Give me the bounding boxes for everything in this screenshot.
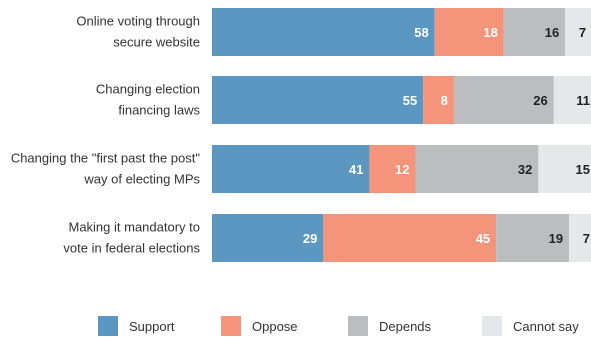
bar-depends <box>496 214 570 262</box>
data-label: 8 <box>441 93 448 108</box>
category-label: Making it mandatory to <box>68 220 200 235</box>
legend-swatch <box>348 316 368 336</box>
legend: Support Oppose Depends Cannot say <box>98 316 579 336</box>
legend-swatch <box>482 316 502 336</box>
bar-oppose <box>434 8 504 56</box>
bar-cannot-say <box>538 145 591 193</box>
data-label: 15 <box>576 162 590 177</box>
bars-area: 58 18 16 7 55 8 26 11 41 12 32 15 29 45 19 7 <box>212 8 591 262</box>
data-label: 7 <box>579 25 586 40</box>
legend-label: Cannot say <box>513 319 579 334</box>
category-label: Changing the "first past the post" <box>11 151 201 166</box>
data-label: 16 <box>545 25 559 40</box>
legend-label: Support <box>129 319 175 334</box>
category-label: Changing election <box>96 82 200 97</box>
data-label: 29 <box>303 231 317 246</box>
legend-label: Depends <box>379 319 432 334</box>
data-label: 11 <box>576 93 590 108</box>
category-label: financing laws <box>118 103 200 118</box>
data-label: 7 <box>583 231 590 246</box>
bar-support <box>212 76 424 124</box>
category-label: secure website <box>113 35 200 50</box>
bar-depends <box>453 76 554 124</box>
bar-support <box>212 8 435 56</box>
legend-label: Oppose <box>252 319 298 334</box>
data-label: 32 <box>518 162 532 177</box>
bar-support <box>212 145 370 193</box>
bar-oppose <box>323 214 497 262</box>
bar-oppose <box>369 145 416 193</box>
data-label: 45 <box>476 231 490 246</box>
bar-depends <box>503 8 566 56</box>
data-label: 58 <box>414 25 428 40</box>
bar-support <box>212 214 324 262</box>
category-label: way of electing MPs <box>83 172 200 187</box>
bar-cannot-say <box>553 76 591 124</box>
data-label: 18 <box>483 25 497 40</box>
data-label: 12 <box>395 162 409 177</box>
data-label: 19 <box>549 231 563 246</box>
category-labels: Online voting through secure website Chang… <box>11 14 201 256</box>
bar-cannot-say <box>569 214 591 262</box>
legend-swatch <box>98 316 118 336</box>
category-label: Online voting through <box>76 14 200 29</box>
data-label: 41 <box>349 162 363 177</box>
category-label: vote in federal elections <box>63 241 200 256</box>
data-label: 26 <box>533 93 547 108</box>
bar-cannot-say <box>565 8 591 56</box>
data-label: 55 <box>403 93 417 108</box>
bar-depends <box>415 145 539 193</box>
bar-oppose <box>423 76 454 124</box>
legend-swatch <box>221 316 241 336</box>
